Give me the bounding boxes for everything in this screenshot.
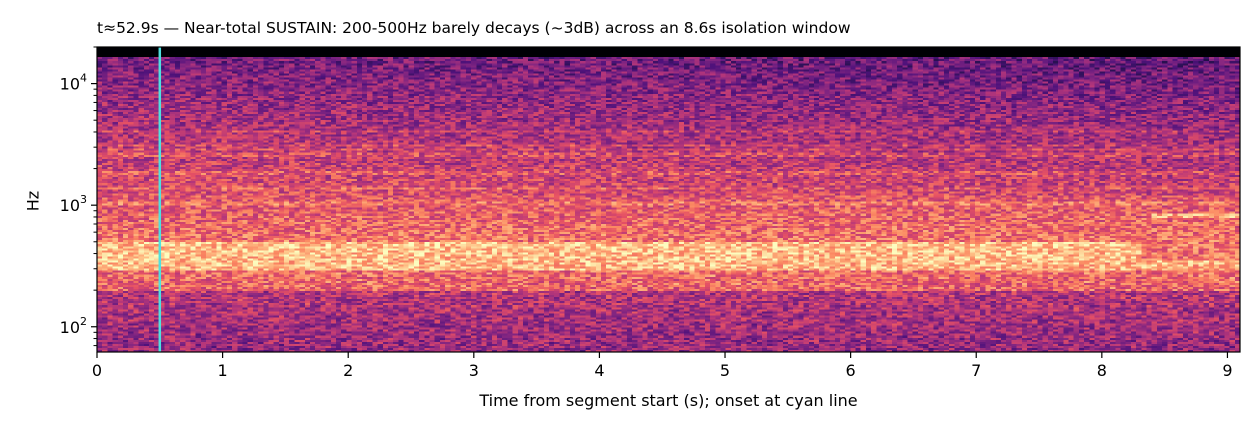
x-tick-label: 8 — [1097, 361, 1107, 380]
chart-title: t≈52.9s — Near-total SUSTAIN: 200-500Hz … — [97, 19, 851, 37]
x-tick-label: 5 — [720, 361, 730, 380]
axes-frame — [96, 46, 1241, 353]
x-tick-label: 9 — [1222, 361, 1232, 380]
spectrogram-heatmap — [97, 47, 1240, 352]
y-tick-label: 102 — [60, 315, 87, 337]
x-tick-label: 2 — [343, 361, 353, 380]
x-tick-label: 4 — [594, 361, 604, 380]
x-tick-label: 1 — [218, 361, 228, 380]
x-tick-label: 6 — [846, 361, 856, 380]
x-tick-label: 0 — [92, 361, 102, 380]
x-axis-label: Time from segment start (s); onset at cy… — [479, 391, 858, 410]
y-tick-label: 104 — [60, 72, 87, 94]
x-tick-label: 3 — [469, 361, 479, 380]
y-tick-label: 103 — [60, 193, 87, 215]
x-tick-label: 7 — [971, 361, 981, 380]
